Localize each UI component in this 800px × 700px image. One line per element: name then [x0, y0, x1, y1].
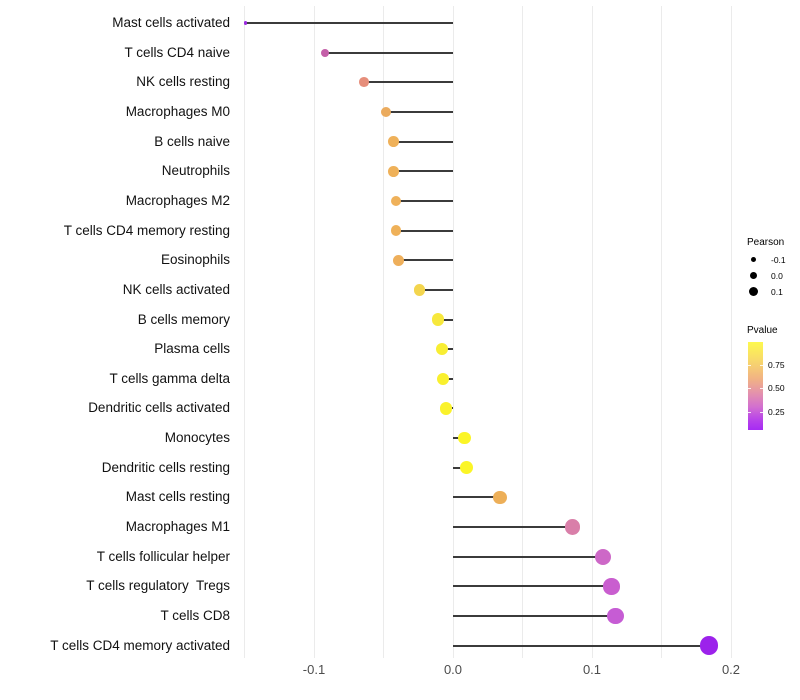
category-label: T cells CD4 memory activated [50, 637, 230, 653]
size-dot-medium-icon [750, 272, 757, 279]
x-axis-tick-label: 0.2 [721, 662, 741, 677]
lollipop-stem [453, 466, 467, 469]
lollipop-stem [453, 644, 709, 647]
lollipop-dot [699, 636, 718, 655]
category-label: Eosinophils [160, 252, 230, 268]
pearson-legend-item: 0.0 [745, 268, 800, 284]
lollipop-dot [460, 461, 474, 475]
minor-gridline [661, 6, 662, 658]
pvalue-legend-label: 0.50 [768, 383, 785, 393]
category-label: NK cells activated [122, 281, 230, 297]
lollipop-dot [457, 431, 471, 445]
major-gridline [591, 6, 593, 658]
pearson-legend-item: 0.1 [745, 284, 800, 300]
lollipop-stem [386, 110, 453, 113]
lollipop-stem [393, 170, 453, 173]
lollipop-dot [413, 284, 426, 296]
lollipop-dot [607, 607, 624, 625]
category-label: T cells regulatory Tregs [86, 578, 230, 594]
category-label: T cells CD4 memory resting [63, 222, 230, 238]
category-label: T cells CD8 [160, 608, 230, 623]
lollipop-dot [595, 548, 612, 565]
major-gridline [313, 6, 315, 658]
category-label: Macrophages M0 [125, 103, 230, 119]
pearson-legend-label: 0.1 [771, 287, 783, 297]
minor-gridline [244, 6, 245, 658]
lollipop-dot [493, 490, 508, 505]
lollipop-dot [387, 165, 399, 177]
lollipop-stem [453, 555, 604, 558]
category-label: Macrophages M2 [125, 192, 230, 208]
lollipop-stem [245, 22, 453, 24]
category-label: Dendritic cells activated [88, 400, 230, 416]
lollipop-dot [390, 225, 402, 236]
pearson-legend-label: 0.0 [771, 271, 783, 281]
lollipop-stem [393, 140, 453, 143]
category-label: Macrophages M1 [125, 519, 230, 535]
size-dot-small-icon [751, 257, 756, 262]
category-label: T cells gamma delta [109, 370, 230, 386]
pvalue-legend-title: Pvalue [747, 325, 778, 336]
pearson-size-legend: Pearson -0.1 0.0 0.1 [745, 237, 800, 300]
category-label: Monocytes [164, 430, 230, 446]
category-label: Dendritic cells resting [101, 459, 230, 475]
lollipop-dot [603, 578, 620, 595]
category-label: Mast cells activated [112, 15, 230, 30]
pvalue-legend-label: 0.25 [768, 407, 785, 417]
category-label: NK cells resting [136, 74, 230, 90]
pvalue-color-legend: Pvalue 0.75 0.50 0.25 [745, 325, 800, 430]
pvalue-legend-label: 0.75 [768, 360, 785, 370]
size-dot-large-icon [749, 287, 758, 296]
lollipop-stem [325, 51, 453, 54]
category-label: Neutrophils [161, 163, 230, 179]
lollipop-dot [387, 136, 399, 147]
pearson-legend-item: -0.1 [745, 252, 800, 268]
pearson-legend-title: Pearson [747, 237, 785, 248]
lollipop-dot [321, 48, 330, 57]
lollipop-dot [564, 519, 581, 535]
x-axis-tick-label: -0.1 [302, 662, 326, 677]
lollipop-dot [439, 402, 453, 415]
major-gridline [452, 6, 454, 658]
lollipop-stem [419, 288, 453, 291]
lollipop-stem [437, 318, 453, 321]
lollipop-stem [453, 526, 573, 529]
lollipop-stem [453, 585, 612, 588]
lollipop-dot [390, 195, 402, 207]
lollipop-dot [381, 106, 392, 118]
lollipop-stem [364, 81, 453, 84]
category-label: B cells naive [154, 133, 230, 149]
lollipop-dot [393, 254, 405, 266]
lollipop-stem [453, 615, 616, 617]
x-axis-tick-label: 0.0 [443, 662, 463, 677]
lollipop-dot [359, 77, 369, 88]
lollipop-dot [244, 21, 248, 25]
category-label: T cells CD4 naive [124, 44, 230, 60]
lollipop-stem [453, 496, 501, 499]
minor-gridline [383, 6, 384, 658]
category-label: Mast cells resting [125, 489, 230, 505]
pearson-legend-label: -0.1 [771, 255, 786, 265]
lollipop-dot [431, 313, 444, 326]
lollipop-dot [435, 343, 448, 356]
x-axis-tick-label: 0.1 [582, 662, 602, 677]
category-label: B cells memory [137, 311, 230, 327]
pvalue-gradient-bar [748, 342, 763, 430]
lollipop-stem [396, 199, 453, 202]
lollipop-dot [437, 372, 450, 385]
major-gridline [730, 6, 732, 658]
category-label: Plasma cells [154, 341, 230, 357]
category-label: T cells follicular helper [96, 548, 230, 564]
minor-gridline [522, 6, 523, 658]
lollipop-stem [396, 229, 453, 232]
lollipop-stem [398, 259, 453, 262]
